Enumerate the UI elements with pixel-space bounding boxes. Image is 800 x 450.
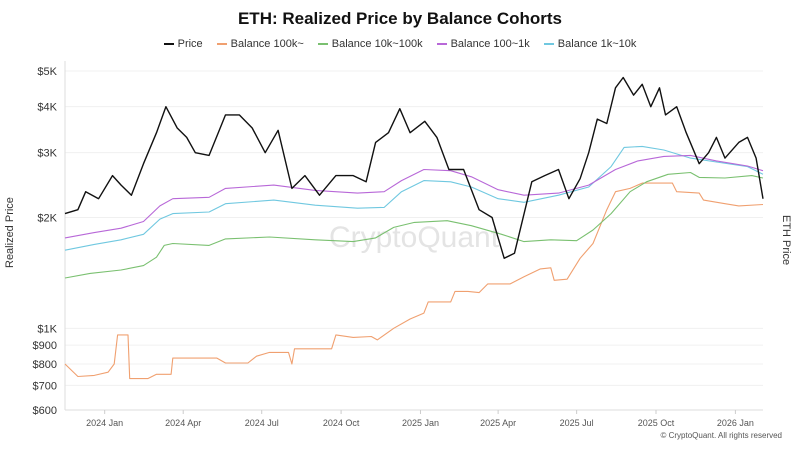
y-tick-label: $5K bbox=[37, 66, 57, 78]
y-tick-label: $1K bbox=[37, 323, 57, 335]
legend: Price Balance 100k~ Balance 10k~100k Balanc… bbox=[0, 38, 800, 50]
series-line-balance-100-1k bbox=[64, 154, 764, 239]
y-tick-label: $900 bbox=[33, 340, 57, 352]
legend-item[interactable]: Balance 100~1k bbox=[436, 38, 530, 50]
legend-label: Price bbox=[177, 38, 203, 50]
legend-swatch bbox=[163, 43, 174, 45]
legend-item[interactable]: Price bbox=[163, 38, 203, 50]
y-tick-label: $2K bbox=[37, 213, 57, 225]
legend-item[interactable]: Balance 10k~100k bbox=[317, 38, 423, 50]
legend-label: Balance 100k~ bbox=[230, 38, 304, 50]
series-line-price bbox=[64, 76, 764, 259]
y-tick-label: $4K bbox=[37, 102, 57, 114]
legend-swatch bbox=[317, 43, 328, 45]
watermark: CryptoQuant bbox=[329, 221, 500, 254]
series-line-balance-10k-100k bbox=[64, 171, 764, 279]
legend-label: Balance 10k~100k bbox=[331, 38, 423, 50]
legend-item[interactable]: Balance 100k~ bbox=[216, 38, 304, 50]
series-line-balance-100k- bbox=[64, 182, 764, 380]
copyright-credit: © CryptoQuant. All rights reserved bbox=[660, 431, 783, 440]
legend-swatch bbox=[436, 43, 447, 45]
y-tick-label: $3K bbox=[37, 148, 57, 160]
legend-swatch bbox=[216, 43, 227, 45]
y-tick-label: $700 bbox=[33, 380, 57, 392]
x-tick-label: 2025 Oct bbox=[638, 418, 675, 428]
x-tick-label: 2024 Jan bbox=[86, 418, 123, 428]
x-tick-label: 2026 Jan bbox=[717, 418, 754, 428]
legend-label: Balance 1k~10k bbox=[557, 38, 637, 50]
y-tick-label: $800 bbox=[33, 359, 57, 371]
y-tick-label: $600 bbox=[33, 405, 57, 417]
series-line-balance-1k-10k bbox=[64, 145, 764, 251]
chart-title: ETH: Realized Price by Balance Cohorts bbox=[237, 9, 563, 28]
x-tick-label: 2025 Jul bbox=[560, 418, 594, 428]
x-tick-label: 2025 Apr bbox=[480, 418, 516, 428]
x-tick-label: 2024 Apr bbox=[165, 418, 201, 428]
legend-swatch bbox=[543, 43, 554, 45]
legend-label: Balance 100~1k bbox=[450, 38, 530, 50]
x-tick-label: 2024 Jul bbox=[245, 418, 279, 428]
x-tick-label: 2025 Jan bbox=[402, 418, 439, 428]
legend-item[interactable]: Balance 1k~10k bbox=[543, 38, 637, 50]
x-tick-label: 2024 Oct bbox=[323, 418, 360, 428]
